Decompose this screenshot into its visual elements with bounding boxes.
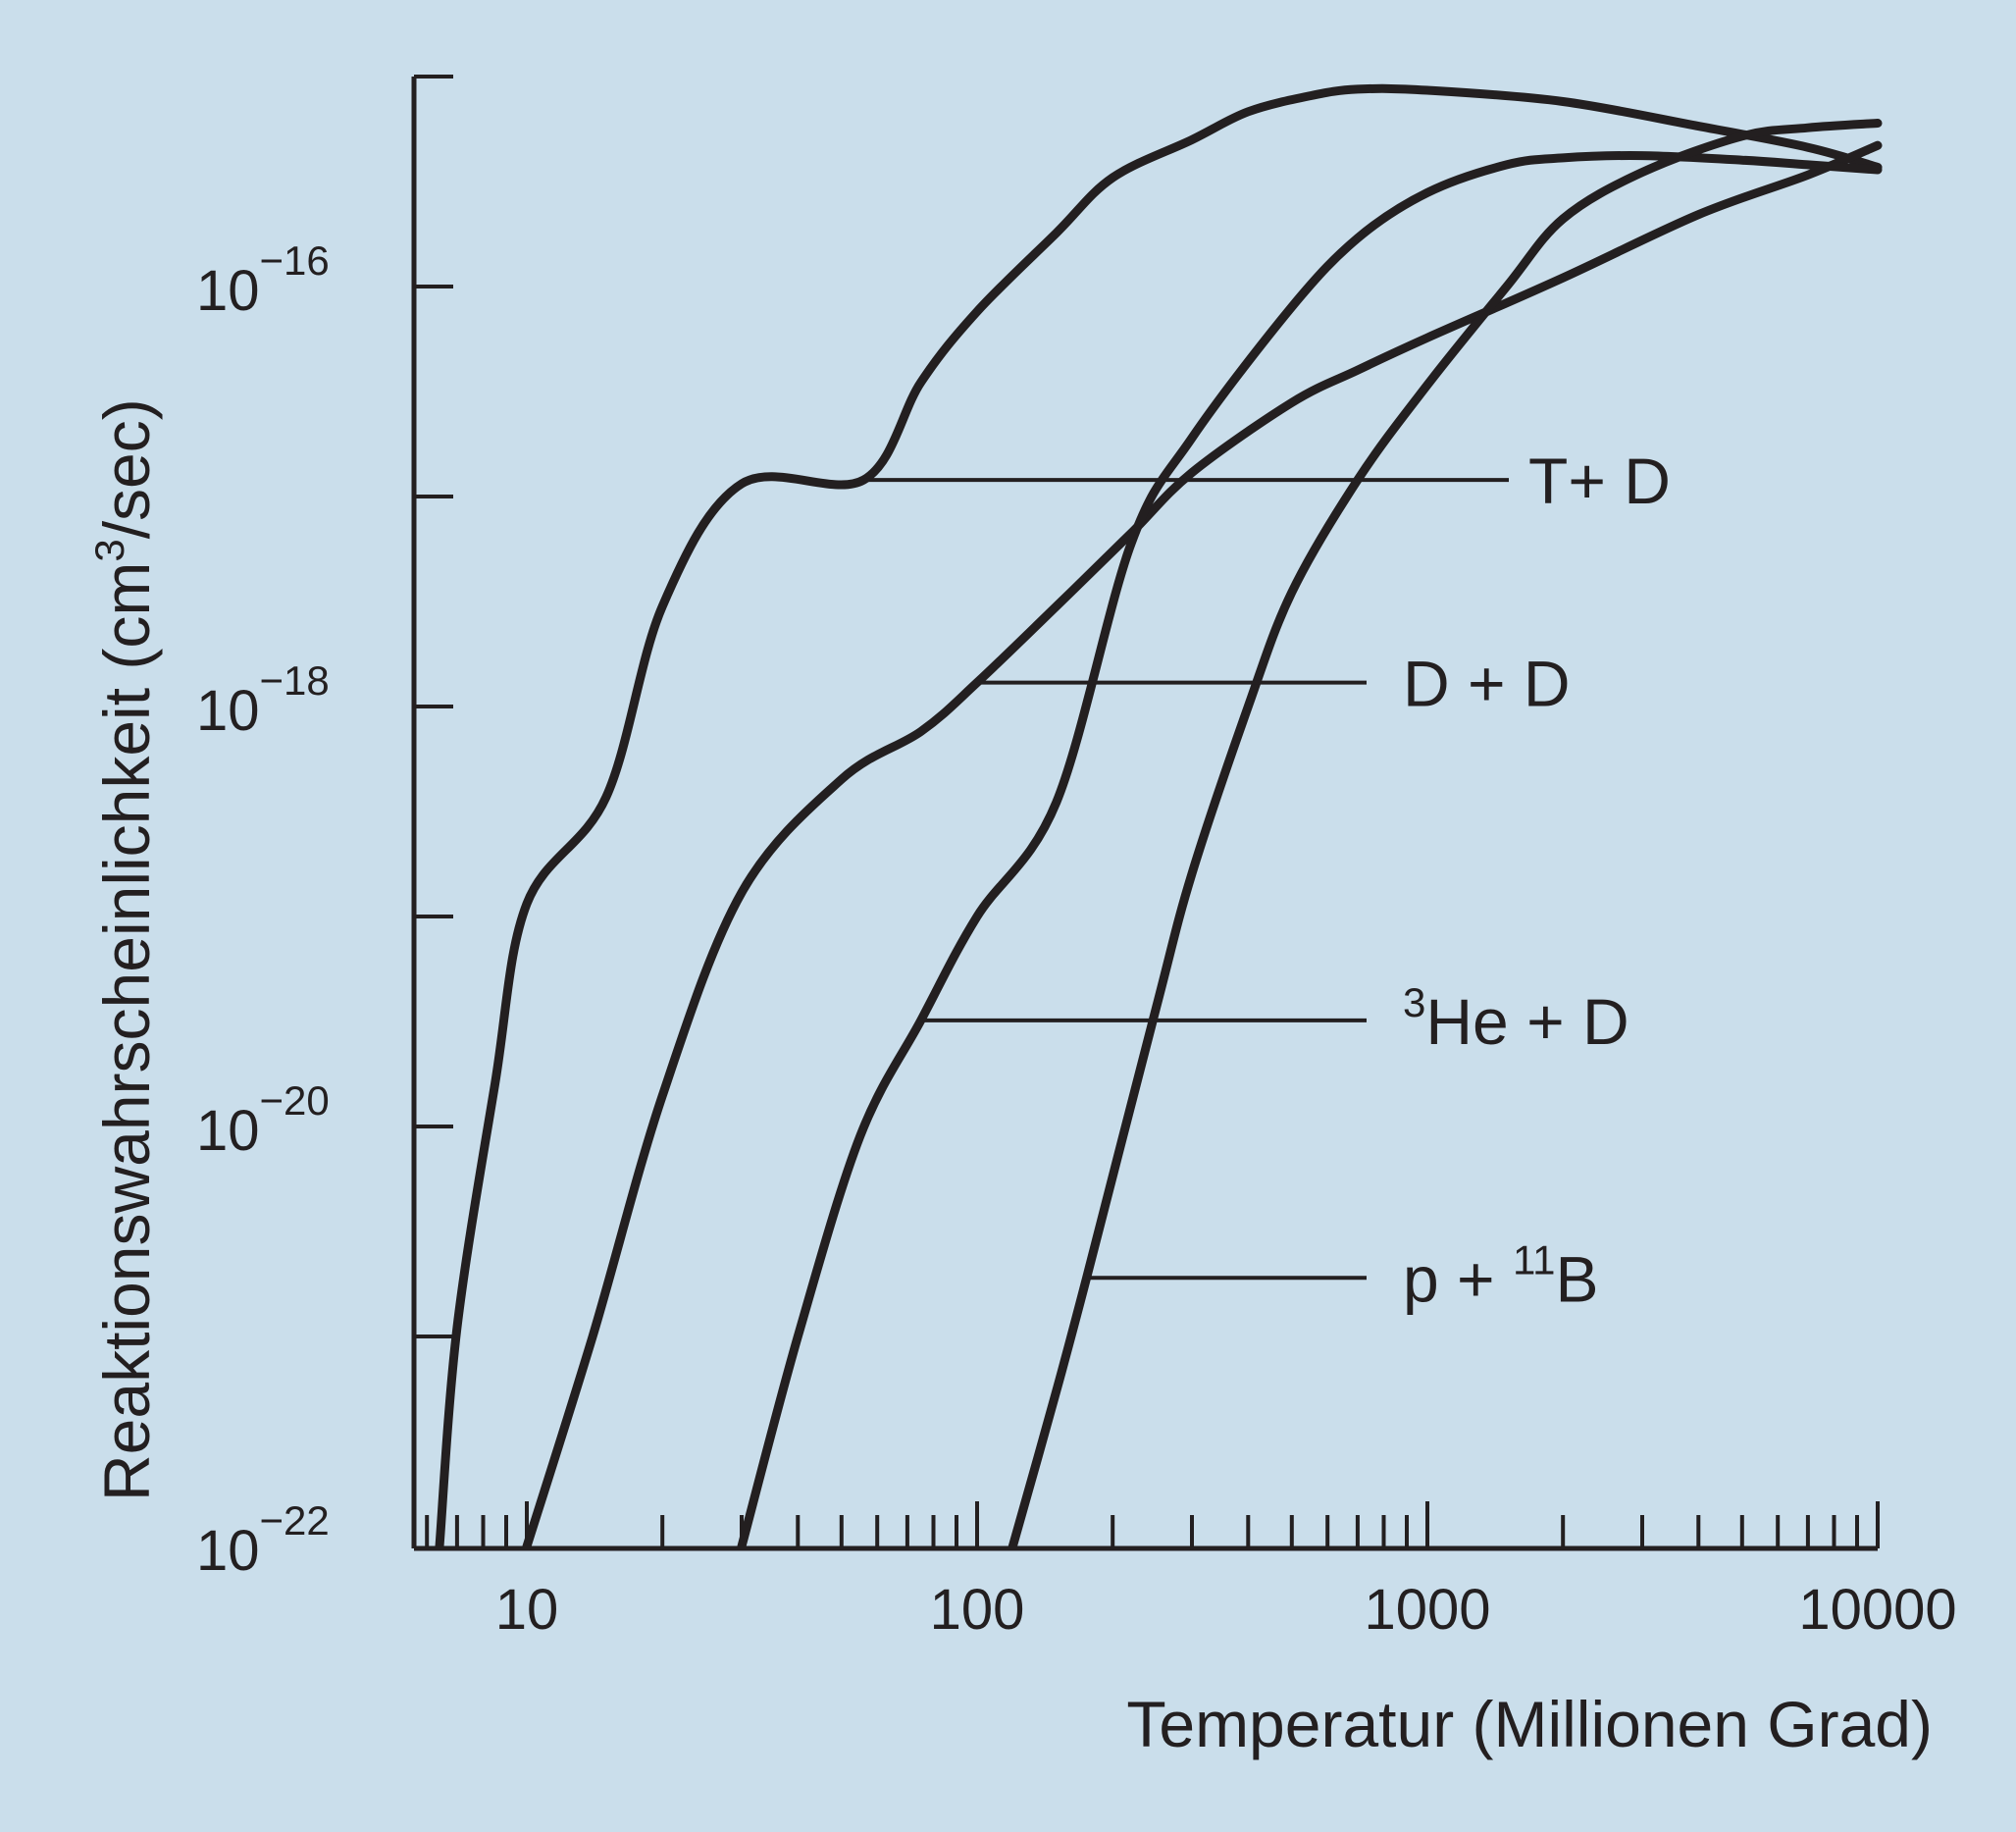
y-tick-label-exp: −18	[260, 657, 330, 704]
series-line-4	[1008, 119, 1883, 1551]
y-tick-label: 10−22	[196, 1497, 330, 1583]
x-tick-label: 10000	[1798, 1578, 1956, 1642]
series-label-main: He + D	[1425, 985, 1628, 1058]
x-tick-label: 10	[495, 1578, 559, 1642]
y-tick-label-base: 10	[196, 679, 260, 743]
series-label-3: 3He + D	[1403, 979, 1629, 1058]
y-tick-label-exp: −20	[260, 1077, 330, 1124]
x-axis-label: Temperatur (Millionen Grad)	[1126, 1688, 1933, 1760]
label-leader-lines	[863, 478, 1509, 1281]
series-label-4: p + 11B	[1403, 1236, 1599, 1315]
y-tick-label-base: 10	[196, 1519, 260, 1583]
series-label-2: D + D	[1403, 648, 1571, 720]
y-axis-ticks	[414, 75, 453, 1338]
series-line-1	[435, 83, 1883, 1551]
x-axis-ticks	[425, 1501, 1880, 1548]
y-tick-label-base: 10	[196, 1099, 260, 1163]
series-line-2	[522, 140, 1883, 1551]
series-label-sup: 3	[1403, 979, 1425, 1025]
x-tick-label: 100	[930, 1578, 1025, 1642]
y-tick-label: 10−16	[196, 237, 330, 323]
series-label-tail: B	[1556, 1242, 1599, 1315]
y-tick-label: 10−18	[196, 657, 330, 743]
y-axis-label-sup: 3	[86, 539, 132, 561]
series-label-sup: 11	[1513, 1236, 1556, 1282]
y-tick-label-exp: −16	[260, 237, 330, 284]
series-labels: T+ D D + D 3He + D p + 11B	[1403, 445, 1671, 1315]
y-tick-label: 10−20	[196, 1077, 330, 1163]
series-label-1: T+ D	[1528, 445, 1671, 517]
series-curves	[435, 83, 1883, 1551]
y-axis-label-end: /sec)	[90, 398, 163, 539]
y-tick-label-exp: −22	[260, 1497, 330, 1544]
x-tick-label: 1000	[1364, 1578, 1490, 1642]
axes	[411, 77, 1878, 1551]
series-label-main: p +	[1403, 1242, 1513, 1315]
series-line-3	[737, 151, 1883, 1551]
y-axis-label: Reaktionswahrscheinlichkeit (cm3/sec)	[86, 398, 163, 1501]
x-tick-labels: 10 100 1000 10000	[495, 1578, 1957, 1642]
y-axis-label-main: Reaktionswahrscheinlichkeit (cm	[90, 562, 163, 1501]
y-tick-label-base: 10	[196, 259, 260, 323]
